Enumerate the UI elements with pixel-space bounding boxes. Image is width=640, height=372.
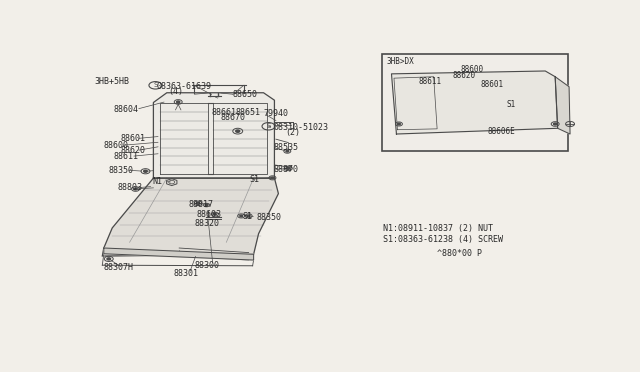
Text: 88600: 88600 [461,65,484,74]
Bar [381,54,568,151]
Circle shape [134,188,137,190]
Text: 88320: 88320 [194,219,219,228]
Text: 08310-51023: 08310-51023 [273,123,328,132]
Text: S: S [266,123,271,129]
Text: 88670: 88670 [220,113,245,122]
Polygon shape [154,93,275,178]
Circle shape [240,215,243,217]
Polygon shape [104,248,253,260]
Circle shape [286,150,289,152]
Circle shape [271,177,274,179]
Polygon shape [555,77,570,134]
Text: 88535: 88535 [273,143,298,152]
Text: 79940: 79940 [264,109,289,118]
Text: 08363-61639: 08363-61639 [157,82,212,91]
Circle shape [247,215,250,217]
Text: 88600: 88600 [104,141,129,150]
Circle shape [287,167,290,169]
Text: N1:08911-10837 (2) NUT: N1:08911-10837 (2) NUT [383,224,493,233]
Text: 3HB+5HB: 3HB+5HB [95,77,130,86]
Text: 88651: 88651 [236,108,260,117]
Text: ^880*00 P: ^880*00 P [437,248,482,258]
Text: 88601: 88601 [121,134,146,143]
Text: 88620: 88620 [453,71,476,80]
Text: 88870: 88870 [273,165,298,174]
Text: 88620: 88620 [121,146,146,155]
Text: 88603: 88603 [196,210,221,219]
Text: N1: N1 [152,177,162,186]
Text: 88601: 88601 [481,80,504,89]
Text: 88817: 88817 [188,200,213,209]
Text: 3HB>DX: 3HB>DX [387,57,414,66]
Text: 88300: 88300 [194,261,219,270]
Circle shape [144,170,147,172]
Text: S1: S1 [507,100,516,109]
Text: (2): (2) [285,128,300,137]
Text: 88661: 88661 [211,108,236,117]
Text: 88350: 88350 [256,212,281,222]
Circle shape [107,258,111,260]
Circle shape [236,130,240,132]
Text: 88606E: 88606E [488,126,515,136]
Polygon shape [102,178,278,256]
Circle shape [205,204,207,206]
Text: S1: S1 [243,212,253,221]
Circle shape [214,214,216,215]
Circle shape [177,101,180,103]
Text: 88650: 88650 [233,90,258,99]
Text: S1:08363-61238 (4) SCREW: S1:08363-61238 (4) SCREW [383,235,502,244]
Text: 88301: 88301 [173,269,198,278]
Circle shape [554,123,557,125]
Circle shape [196,202,200,204]
Text: 88307H: 88307H [104,263,134,272]
Text: (4): (4) [168,87,183,96]
Text: 88611: 88611 [419,77,442,86]
Text: 88803: 88803 [117,183,142,192]
Circle shape [397,123,400,125]
Text: 88604: 88604 [114,105,139,114]
Text: S: S [153,82,157,88]
Text: 88611: 88611 [114,152,139,161]
Text: 88350: 88350 [109,166,134,174]
Text: S1: S1 [250,175,260,184]
Polygon shape [392,71,557,134]
